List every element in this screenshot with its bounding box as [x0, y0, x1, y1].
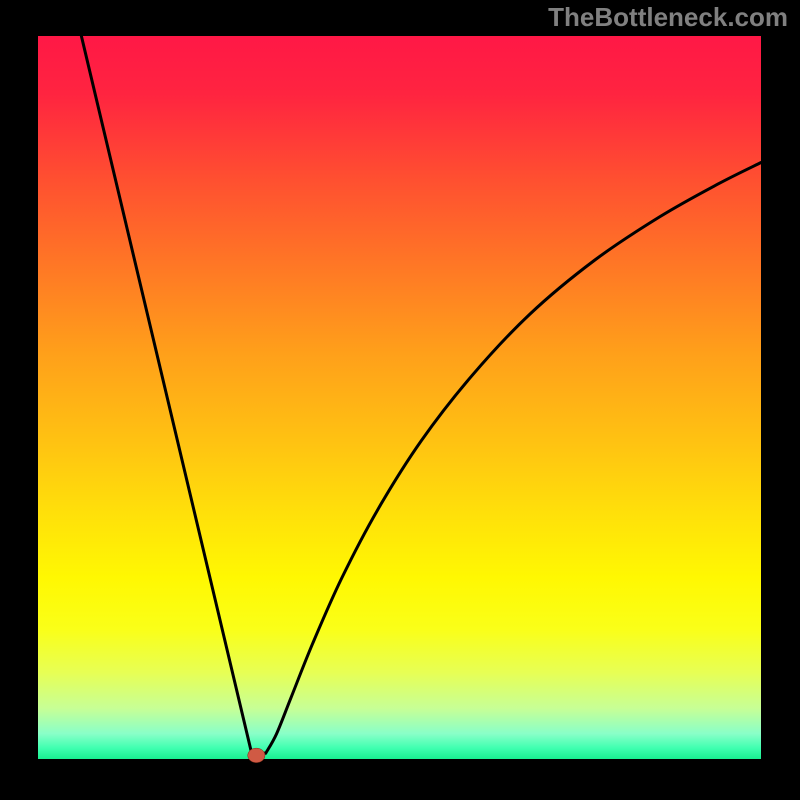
watermark-label: TheBottleneck.com: [548, 2, 788, 33]
optimal-point-marker: [248, 748, 265, 762]
bottleneck-chart: [0, 0, 800, 800]
plot-background: [38, 36, 761, 759]
chart-frame: TheBottleneck.com: [0, 0, 800, 800]
bottleneck-curve: [81, 36, 761, 753]
